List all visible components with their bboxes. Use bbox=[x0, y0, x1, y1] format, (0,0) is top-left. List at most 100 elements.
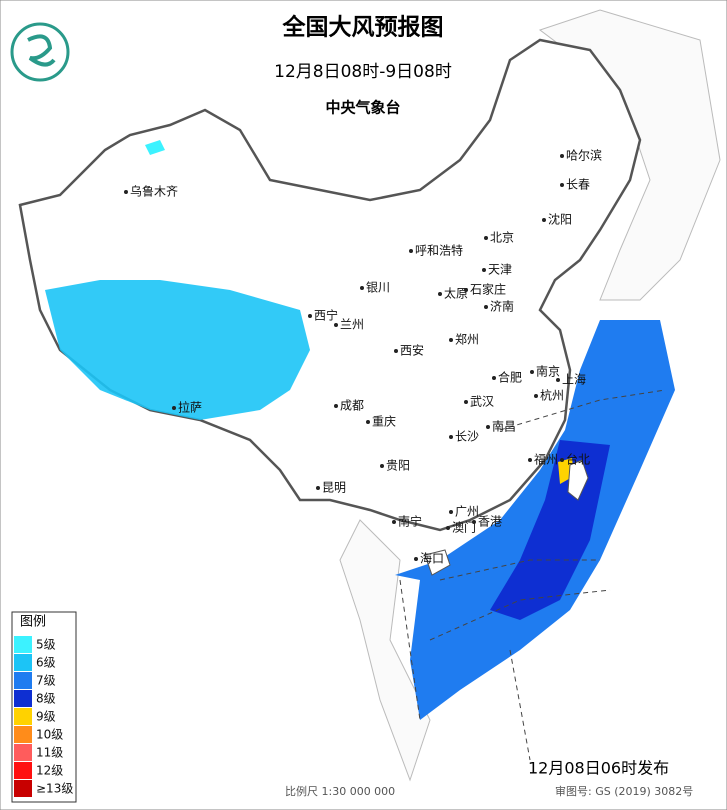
city: 香港 bbox=[478, 515, 502, 529]
legend-label: 11级 bbox=[36, 746, 63, 760]
city: 西安 bbox=[400, 343, 424, 358]
city-dot bbox=[449, 510, 453, 514]
city: 重庆 bbox=[372, 415, 396, 429]
city: 长春 bbox=[566, 178, 590, 192]
city: 台北 bbox=[566, 452, 590, 467]
neighbour-land bbox=[538, 9, 721, 301]
city: 沈阳 bbox=[548, 212, 572, 227]
wind-area bbox=[45, 280, 310, 420]
issuer: 中央气象台 bbox=[325, 99, 400, 117]
review-number: 审图号: GS (2019) 3082号 bbox=[555, 784, 693, 798]
city-dot bbox=[380, 464, 384, 468]
legend-swatch bbox=[14, 780, 32, 797]
city: 济南 bbox=[490, 299, 514, 314]
legend-label: ≥13级 bbox=[36, 782, 73, 796]
city: 南京 bbox=[536, 364, 560, 379]
city-dot bbox=[464, 400, 468, 404]
city: 上海 bbox=[562, 372, 586, 387]
city: 昆明 bbox=[322, 481, 346, 495]
city: 澳门 bbox=[452, 520, 476, 535]
legend-label: 9级 bbox=[36, 710, 56, 724]
city-dot bbox=[534, 394, 538, 398]
city: 福州 bbox=[534, 452, 558, 467]
city: 乌鲁木齐 bbox=[130, 184, 178, 199]
city: 哈尔滨 bbox=[566, 148, 602, 163]
city-dot bbox=[124, 190, 128, 194]
legend-swatch bbox=[14, 708, 32, 725]
wind-area bbox=[145, 140, 165, 155]
legend-swatch bbox=[14, 744, 32, 761]
city-dot bbox=[492, 376, 496, 380]
city-dot bbox=[360, 286, 364, 290]
city-dot bbox=[464, 288, 468, 292]
legend-swatch bbox=[14, 654, 32, 671]
city-dot bbox=[334, 404, 338, 408]
city: 贵阳 bbox=[386, 459, 410, 473]
city-dot bbox=[486, 425, 490, 429]
cities: 乌鲁木齐 哈尔滨 长春 沈阳 北京 呼和浩特 天津 银川 太原 石家庄 济南 西… bbox=[124, 148, 602, 566]
city-dot bbox=[484, 236, 488, 240]
city-dot bbox=[560, 458, 564, 462]
hainan bbox=[424, 549, 451, 576]
city: 杭州 bbox=[540, 388, 564, 403]
published: 12月08日06时发布 bbox=[528, 759, 669, 778]
city: 南昌 bbox=[492, 419, 516, 434]
city-dot bbox=[556, 378, 560, 382]
city: 呼和浩特 bbox=[415, 243, 463, 258]
city-dot bbox=[409, 249, 413, 253]
legend-label: 8级 bbox=[36, 692, 56, 706]
taiwan bbox=[567, 459, 589, 501]
logo bbox=[27, 34, 56, 67]
city-dot bbox=[392, 520, 396, 524]
city: 南宁 bbox=[398, 514, 422, 529]
legend-swatch bbox=[14, 762, 32, 779]
city: 郑州 bbox=[455, 332, 479, 347]
city-dot bbox=[316, 486, 320, 490]
neighbour-land bbox=[339, 519, 431, 782]
city-dot bbox=[366, 420, 370, 424]
sea-boundary bbox=[399, 389, 666, 761]
city: 天津 bbox=[488, 263, 512, 277]
legend-label: 5级 bbox=[36, 638, 56, 652]
legend-items: 5级 6级 7级 8级 9级 10级 11级 12级 ≥13级 bbox=[14, 636, 73, 797]
city-dot bbox=[530, 370, 534, 374]
wind-area bbox=[395, 320, 675, 720]
city: 西宁 bbox=[314, 308, 338, 323]
city: 成都 bbox=[340, 399, 364, 413]
city: 北京 bbox=[490, 231, 514, 245]
legend-label: 12级 bbox=[36, 764, 63, 778]
city: 武汉 bbox=[470, 395, 494, 409]
legend-label: 7级 bbox=[36, 674, 56, 688]
city: 拉萨 bbox=[178, 400, 202, 415]
city: 广州 bbox=[455, 505, 479, 519]
city-dot bbox=[308, 314, 312, 318]
legend-label: 10级 bbox=[36, 728, 63, 742]
city: 海口 bbox=[420, 551, 444, 566]
city: 银川 bbox=[366, 281, 390, 295]
city-dot bbox=[172, 406, 176, 410]
city-dot bbox=[394, 349, 398, 353]
city-dot bbox=[438, 292, 442, 296]
city-dot bbox=[446, 526, 450, 530]
city-dot bbox=[449, 338, 453, 342]
legend-swatch bbox=[14, 636, 32, 653]
city-dot bbox=[528, 458, 532, 462]
scale: 比例尺 1:30 000 000 bbox=[285, 784, 395, 798]
period: 12月8日08时-9日08时 bbox=[274, 62, 452, 82]
logo bbox=[10, 22, 70, 82]
city: 合肥 bbox=[498, 370, 522, 385]
city: 兰州 bbox=[340, 318, 364, 332]
city-dot bbox=[414, 557, 418, 561]
city-dot bbox=[542, 218, 546, 222]
city-dot bbox=[560, 154, 564, 158]
legend-label: 6级 bbox=[36, 656, 56, 670]
legend-swatch bbox=[14, 690, 32, 707]
city: 太原 bbox=[444, 286, 468, 301]
city: 石家庄 bbox=[470, 282, 506, 297]
title: 全国大风预报图 bbox=[282, 14, 444, 41]
city-dot bbox=[482, 268, 486, 272]
legend-title: 图例 bbox=[20, 615, 46, 630]
city-dot bbox=[334, 323, 338, 327]
city-dot bbox=[560, 183, 564, 187]
